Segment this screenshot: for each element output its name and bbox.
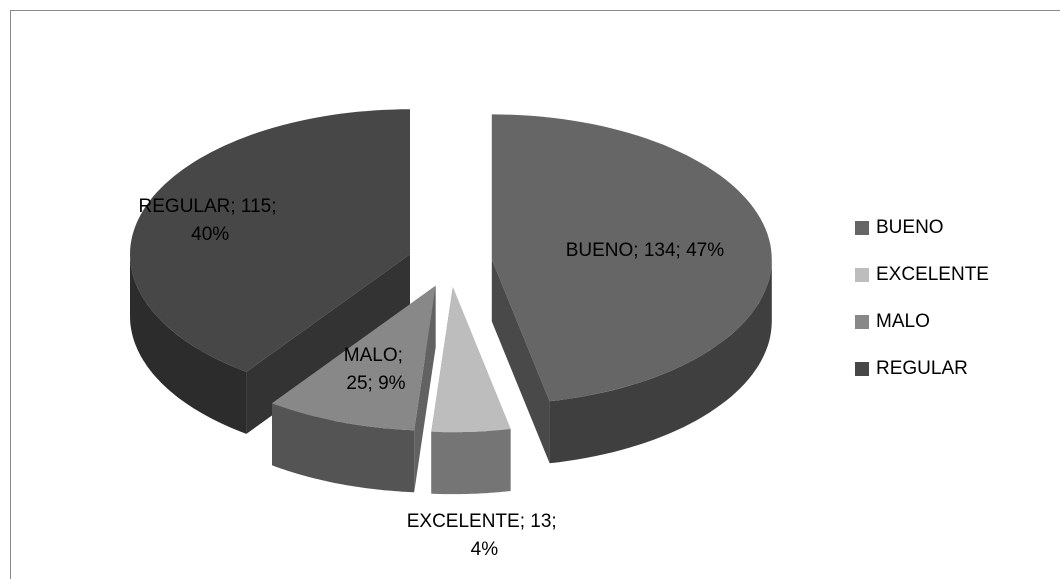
- slice-wall: [246, 254, 410, 434]
- slice: [272, 285, 436, 493]
- slice-wall: [491, 259, 550, 464]
- legend-label: EXCELENTE: [876, 264, 989, 285]
- data-label: MALO; 25; 9%: [344, 345, 408, 394]
- slice-side: [272, 403, 415, 493]
- data-label-line: REGULAR; 115;: [139, 196, 282, 217]
- slice-top: [272, 285, 436, 431]
- slice: [431, 287, 511, 495]
- data-label-line: 25; 9%: [346, 373, 405, 394]
- data-label: BUENO; 134; 47%: [566, 240, 725, 261]
- data-label: EXCELENTE; 13; 4%: [407, 511, 562, 560]
- data-label-line: BUENO; 134; 47%: [566, 240, 725, 261]
- data-label-line: 40%: [191, 224, 229, 245]
- data-label-line: MALO;: [344, 345, 408, 366]
- data-label-line: EXCELENTE; 13;: [407, 511, 562, 532]
- slice: [491, 114, 772, 464]
- legend-swatch: [855, 221, 869, 235]
- legend-label: MALO: [876, 311, 930, 332]
- legend-swatch: [855, 268, 869, 282]
- slice-side: [431, 429, 511, 495]
- legend-label: BUENO: [876, 217, 944, 238]
- slice-top: [130, 109, 410, 372]
- legend-swatch: [855, 362, 869, 376]
- legend-swatch: [855, 315, 869, 329]
- slice-top: [491, 114, 772, 402]
- slice-top: [431, 287, 511, 433]
- data-label: REGULAR; 115; 40%: [139, 196, 282, 245]
- data-label-line: 4%: [471, 539, 499, 560]
- slice: [130, 109, 410, 434]
- legend-label: REGULAR: [876, 358, 968, 379]
- slice-side: [549, 259, 772, 464]
- slice-side: [130, 254, 247, 434]
